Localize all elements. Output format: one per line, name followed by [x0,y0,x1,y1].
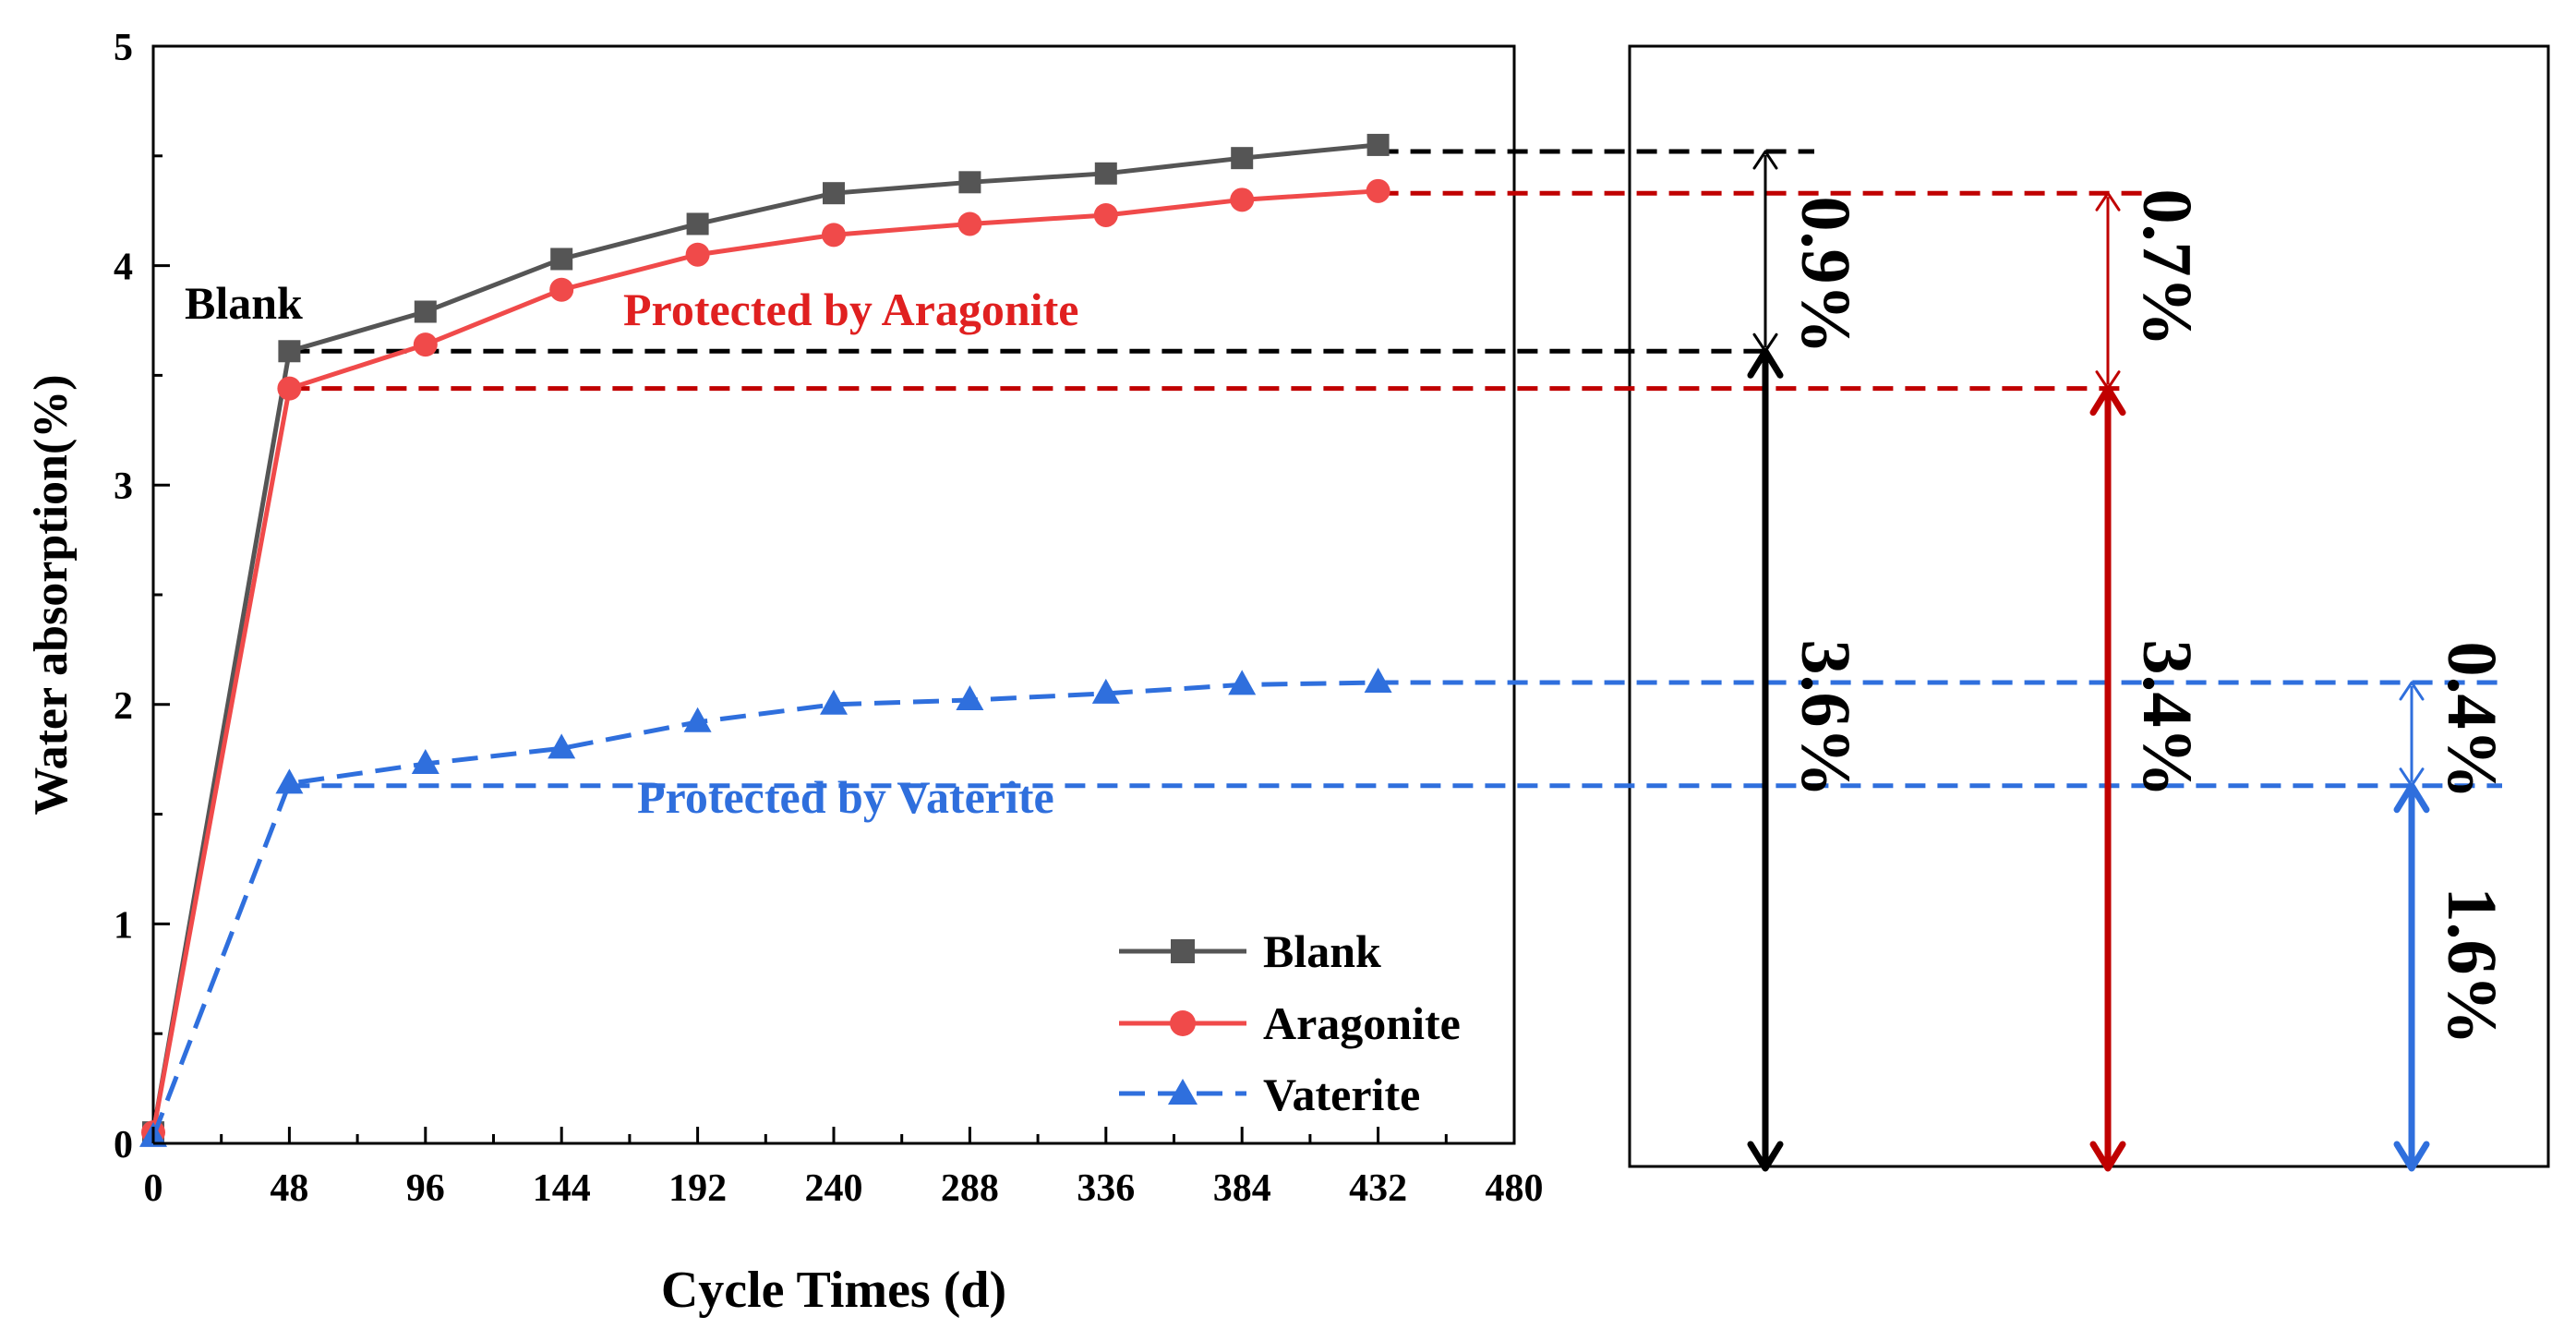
x-tick-label: 48 [270,1167,308,1210]
data-point-aragonite [957,211,982,236]
legend-marker-aragonite [1170,1010,1196,1036]
aragonite-annotation: Protected by Aragonite [623,284,1078,335]
x-axis-label: Cycle Times (d) [661,1262,1006,1319]
legend-marker-vaterite [1168,1079,1198,1105]
data-point-aragonite [413,332,438,357]
data-point-aragonite [1093,202,1118,227]
data-point-aragonite [1366,178,1390,203]
data-point-vaterite [1091,678,1120,704]
x-tick-label: 432 [1349,1167,1407,1210]
data-point-blank [1231,147,1254,170]
data-point-vaterite [275,768,304,794]
series-line-vaterite [150,680,1378,1138]
series-line-aragonite [150,188,1378,1133]
x-tick-label: 0 [144,1167,163,1210]
data-point-blank [1366,133,1390,156]
arrow-label-blank-initial: 3.6% [1787,640,1864,798]
arrow-head-top-aragonite-increase [2095,191,2121,211]
data-point-vaterite [820,689,848,715]
x-tick-label: 240 [805,1167,863,1210]
arrow-head-top-blank-initial [1747,347,1784,379]
plot-frame [151,44,1516,1145]
data-point-aragonite [549,277,574,302]
arrow-head-top-blank-increase [1752,150,1778,170]
arrow-label-vaterite-initial: 1.6% [2433,888,2510,1045]
arrow-label-blank-increase: 0.9% [1787,197,1864,355]
data-point-blank [958,171,981,194]
y-tick-label: 4 [114,247,133,289]
arrow-label-vaterite-increase: 0.4% [2433,642,2510,800]
y-axis-label: Water absorption(%) [25,374,78,815]
x-tick-label: 144 [533,1167,591,1210]
x-tick-label: 384 [1213,1167,1271,1210]
data-point-aragonite [1230,187,1255,212]
data-point-aragonite [822,223,846,248]
y-tick-label: 5 [114,27,133,69]
data-point-vaterite [1228,670,1257,695]
x-tick-label: 192 [668,1167,727,1210]
y-tick-label: 0 [114,1124,133,1166]
x-tick-label: 336 [1077,1167,1135,1210]
arrow-head-top-aragonite-initial [2089,385,2126,417]
series-line-blank [150,142,1378,1133]
x-tick-label: 288 [941,1167,999,1210]
legend-label-aragonite: Aragonite [1263,997,1461,1049]
arrow-label-aragonite-initial: 3.4% [2128,640,2206,798]
data-point-blank [823,182,845,205]
data-point-blank [414,300,437,323]
arrow-head-top-vaterite-initial [2393,782,2430,814]
y-tick-label: 3 [114,465,133,508]
arrow-head-bottom-vaterite-initial [2393,1141,2430,1172]
data-point-vaterite [411,748,439,774]
data-point-aragonite [277,376,302,401]
vaterite-annotation: Protected by Vaterite [637,771,1054,823]
legend-label-blank: Blank [1263,925,1381,977]
arrow-head-bottom-aragonite-initial [2089,1141,2126,1172]
arrow-head-top-vaterite-increase [2399,681,2425,701]
legend-label-vaterite: Vaterite [1263,1069,1420,1120]
data-point-blank [686,212,709,236]
data-point-aragonite [685,242,710,267]
arrow-head-bottom-blank-initial [1747,1141,1784,1172]
y-tick-label: 2 [114,685,133,728]
blank-annotation: Blank [185,277,303,329]
legend-marker-blank [1171,939,1195,963]
data-point-vaterite [956,685,984,711]
annotation-panel [1628,44,2550,1168]
legend: Blank Aragonite Vaterite [1119,925,1461,1120]
arrow-label-aragonite-increase: 0.7% [2128,189,2206,347]
data-point-blank [278,340,301,363]
data-point-vaterite [1364,668,1392,694]
y-tick-label: 1 [114,904,133,947]
x-tick-label: 480 [1486,1167,1544,1210]
data-point-vaterite [683,707,712,732]
data-point-blank [1094,162,1117,185]
data-point-vaterite [548,733,576,759]
data-point-blank [550,248,573,271]
x-tick-label: 96 [406,1167,445,1210]
